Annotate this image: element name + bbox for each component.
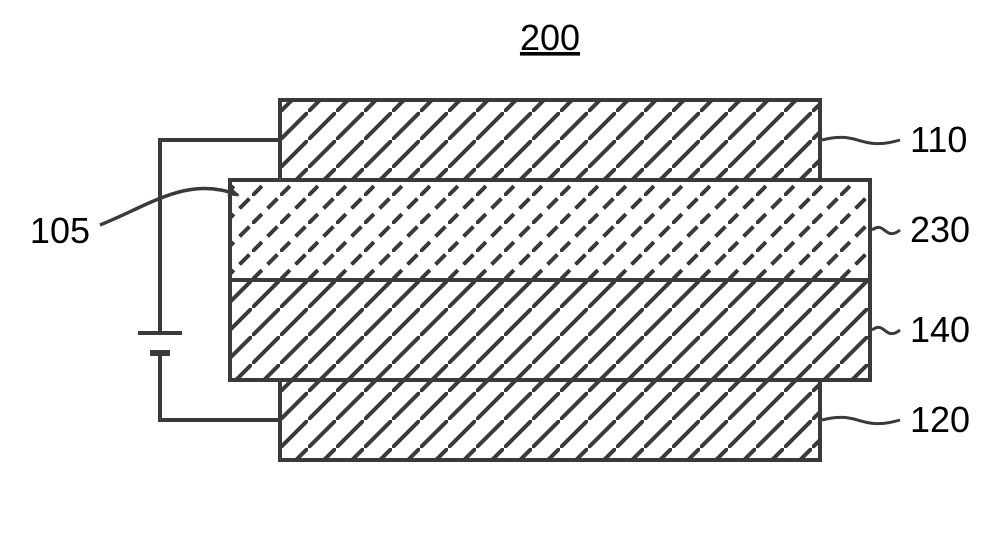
layer-140: [230, 280, 870, 380]
layer-stack-diagram: 200 105 110 230 140 120: [0, 0, 1000, 550]
layer-110: [280, 100, 820, 180]
layer-120: [280, 380, 820, 460]
leader-120: [822, 417, 900, 423]
leader-110: [822, 137, 900, 143]
label-140: 140: [910, 309, 970, 350]
leader-140: [872, 327, 900, 333]
pointer-arrow: 105: [30, 188, 238, 251]
layer-230: [230, 180, 870, 280]
leader-230: [872, 227, 900, 233]
label-105: 105: [30, 210, 90, 251]
label-110: 110: [910, 119, 967, 160]
figure-title: 200: [520, 17, 580, 58]
label-230: 230: [910, 209, 970, 250]
label-120: 120: [910, 399, 970, 440]
arrow-105: [100, 188, 238, 225]
layers-group: [230, 100, 870, 460]
